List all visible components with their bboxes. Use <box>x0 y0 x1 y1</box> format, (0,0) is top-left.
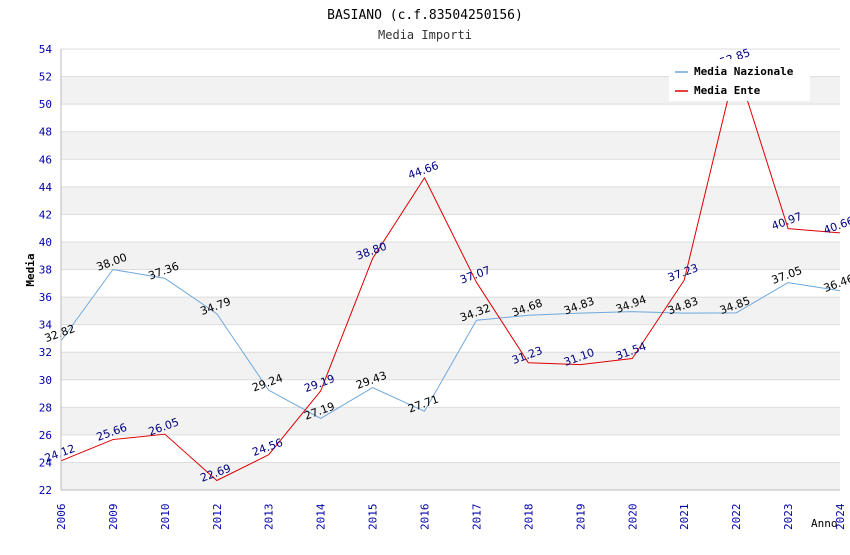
y-tick-label: 30 <box>39 374 52 387</box>
x-tick-label: 2020 <box>626 504 639 531</box>
x-tick-label: 2022 <box>730 504 743 531</box>
x-tick-label: 2010 <box>159 504 172 531</box>
y-tick-label: 34 <box>39 319 53 332</box>
y-tick-label: 28 <box>39 401 52 414</box>
grid-band <box>61 214 840 242</box>
grid-band <box>61 434 840 463</box>
y-tick-label: 44 <box>39 181 53 194</box>
x-tick-label: 2017 <box>470 504 483 531</box>
x-tick-label: 2013 <box>263 504 276 531</box>
x-tick-label: 2021 <box>678 504 691 531</box>
y-tick-label: 32 <box>39 346 52 359</box>
legend: Media Nazionale Media Ente <box>669 59 810 101</box>
y-tick-label: 54 <box>39 43 53 56</box>
y-tick-label: 50 <box>39 98 52 111</box>
y-tick-label: 24 <box>39 456 53 469</box>
x-tick-label: 2014 <box>315 503 328 530</box>
y-tick-label: 22 <box>39 484 52 497</box>
x-tick-label: 2009 <box>107 504 120 531</box>
axes: BASIANO (c.f.83504250156) Media Importi … <box>24 8 847 530</box>
y-tick-label: 40 <box>39 236 52 249</box>
x-tick-label: 2016 <box>419 504 432 531</box>
legend-box <box>669 59 810 101</box>
y-tick-label: 38 <box>39 264 52 277</box>
x-tick-label: 2024 <box>834 503 847 530</box>
y-tick-label: 48 <box>39 126 52 139</box>
grid-band <box>61 104 840 132</box>
grid-band <box>61 269 840 298</box>
x-axis-title: Anno <box>811 517 838 530</box>
y-tick-label: 42 <box>39 208 52 221</box>
chart-subtitle: Media Importi <box>378 28 472 42</box>
grid-band <box>61 379 840 408</box>
x-tick-label: 2018 <box>522 504 535 531</box>
x-tick-label: 2006 <box>55 504 68 531</box>
series-line-media-nazionale <box>60 269 841 419</box>
grid-band <box>61 407 840 435</box>
x-tick-label: 2019 <box>574 504 587 531</box>
chart-title: BASIANO (c.f.83504250156) <box>327 8 523 23</box>
grid-band <box>61 159 840 187</box>
grid-band <box>61 462 840 490</box>
legend-label-media-nazionale: Media Nazionale <box>694 65 794 78</box>
y-tick-label: 36 <box>39 291 52 304</box>
grid-band <box>61 297 840 325</box>
grid-band <box>61 186 840 215</box>
legend-label-media-ente: Media Ente <box>694 84 761 97</box>
series-line-media-ente <box>60 64 841 481</box>
series-lines <box>60 64 841 481</box>
x-tick-label: 2023 <box>782 504 795 531</box>
y-tick-label: 26 <box>39 429 52 442</box>
x-tick-label: 2015 <box>367 504 380 531</box>
x-tick-label: 2012 <box>211 504 224 531</box>
grid-band <box>61 131 840 160</box>
grid-band <box>61 241 840 270</box>
plot-background <box>61 48 840 491</box>
grid-band <box>61 324 840 353</box>
y-axis-title: Media <box>24 253 37 286</box>
y-tick-label: 46 <box>39 153 52 166</box>
y-tick-label: 52 <box>39 71 52 84</box>
